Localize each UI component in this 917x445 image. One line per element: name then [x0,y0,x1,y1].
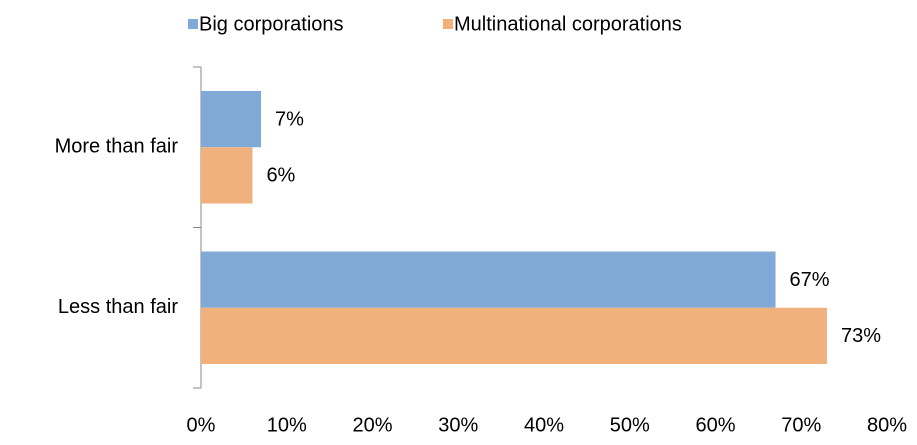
x-tick-label: 20% [352,414,392,436]
bar [201,147,253,204]
legend-swatch [443,19,453,29]
x-tick-label: 70% [781,414,821,436]
x-tick-label: 40% [524,414,564,436]
y-tick-label: More than fair [55,136,179,158]
x-tick-label: 10% [267,414,307,436]
bar [201,307,827,364]
x-tick-label: 60% [695,414,735,436]
value-label: 73% [841,325,881,347]
legend-label: Big corporations [199,13,344,35]
bar [201,91,262,148]
x-tick-label: 0% [187,414,216,436]
value-label: 6% [266,165,295,187]
x-tick-label: 30% [438,414,478,436]
x-tick-label: 50% [610,414,650,436]
bar [201,251,776,308]
value-label: 7% [275,108,304,130]
legend-swatch [188,19,198,29]
value-label: 67% [790,269,830,291]
x-tick-label: 80% [867,414,907,436]
legend-label: Multinational corporations [454,13,682,35]
y-tick-label: Less than fair [58,296,178,318]
